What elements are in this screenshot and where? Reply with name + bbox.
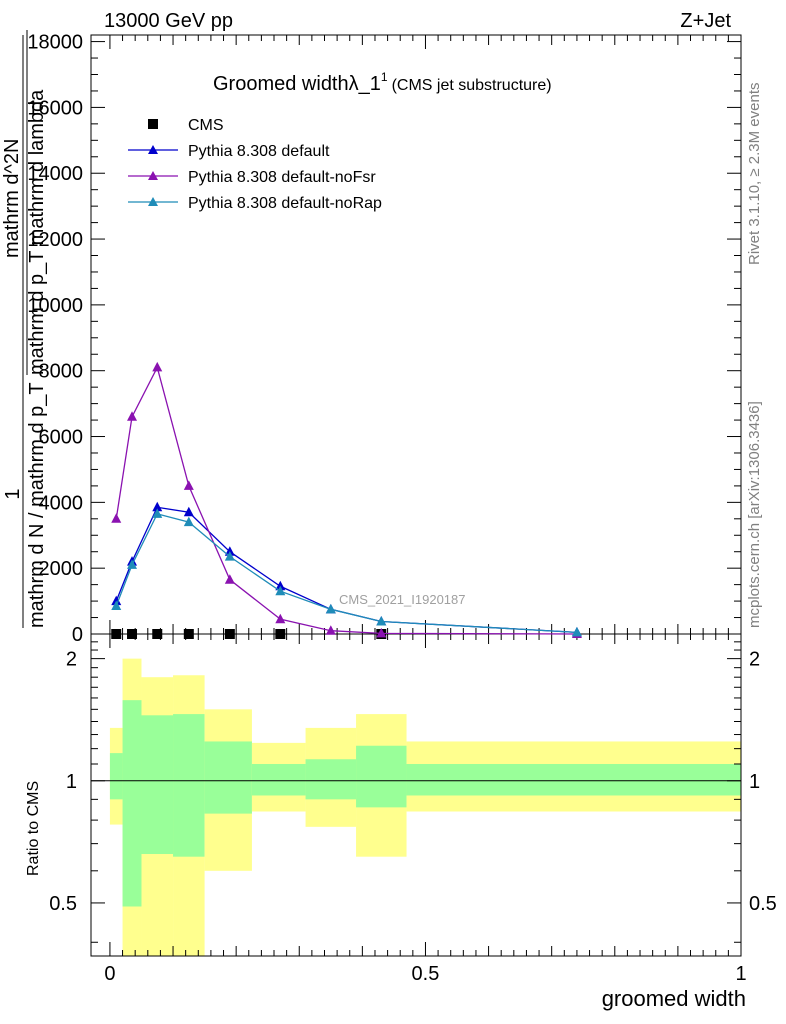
series-2-point-6: [325, 625, 336, 635]
y-label-one: 1: [2, 488, 24, 499]
series-2-point-0: [111, 513, 122, 523]
main-y-tick-label: 8000: [39, 361, 84, 383]
mcplots-label: mcplots.cern.ch [arXiv:1306.3436]: [746, 401, 763, 628]
cms-point-5: [275, 629, 286, 639]
legend-label-cms: CMS: [188, 117, 224, 134]
green-band-0: [109, 753, 123, 800]
main-y-tick-label: 4000: [39, 492, 84, 514]
ratio-y-tick-label-right: 2: [749, 649, 760, 671]
main-y-tick-label: 0: [72, 624, 83, 646]
series-1-point-0: [111, 595, 122, 606]
rivet-label: Rivet 3.1.10, ≥ 2.3M events: [746, 83, 763, 266]
y-label-frac-denominator: mathrm d p_T mathrm d lambda: [26, 89, 48, 375]
legend-marker-cms: [148, 119, 158, 129]
ratio-y-tick-label-left: 2: [66, 649, 77, 671]
series-2-point-3: [183, 480, 194, 490]
legend-label-norap: Pythia 8.308 default-noRap: [188, 195, 382, 212]
series-3-point-2: [152, 508, 163, 518]
x-tick-label: 0.5: [412, 963, 440, 985]
legend-marker-norap: [148, 197, 158, 206]
series-3-point-0: [111, 600, 122, 611]
cms-point-4: [224, 629, 235, 639]
x-tick-label: 1: [735, 963, 746, 985]
series-2-point-5: [275, 613, 286, 624]
cms-point-2: [152, 629, 163, 639]
green-band-5: [251, 763, 306, 796]
cms-point-0: [111, 629, 122, 639]
series-3-point-6: [325, 603, 336, 614]
series-1-point-5: [275, 580, 286, 591]
header-energy: 13000 GeV pp: [104, 10, 233, 32]
ratio-bands: [109, 658, 741, 956]
series-1-point-4: [224, 546, 235, 556]
series-1-point-2: [152, 501, 163, 512]
main-y-tick-label: 16000: [27, 97, 83, 119]
series-group: [111, 361, 582, 639]
ratio-y-tick-label-right: 0.5: [749, 893, 777, 915]
tick-labels: 0 2000 4000 6000 8000 10000 12000 14000 16000 180…: [27, 32, 776, 985]
series-line-3: [115, 513, 577, 634]
main-y-tick-label: 14000: [27, 163, 83, 185]
legend-label-default: Pythia 8.308 default: [188, 143, 330, 160]
main-y-label: 1 mathrm d N / mathrm d p_T mathrm d^2N …: [1, 30, 48, 628]
green-band-1: [122, 700, 142, 907]
series-2-point-4: [224, 574, 235, 584]
series-1-point-3: [183, 506, 194, 517]
analysis-label: CMS_2021_I1920187: [339, 592, 466, 607]
header-process: Z+Jet: [680, 10, 731, 32]
legend-marker-default: [148, 145, 158, 154]
main-y-tick-label: 18000: [27, 32, 83, 54]
main-y-tick-label: 12000: [27, 229, 83, 251]
series-3-point-4: [224, 551, 235, 561]
series-2-point-7: [376, 627, 387, 638]
green-band-4: [204, 741, 252, 814]
chart-title-main: Groomed widthλ_1: [213, 73, 381, 95]
series-2-point-1: [127, 411, 138, 421]
ratio-y-ticks: [91, 641, 741, 943]
green-band-2: [141, 715, 174, 855]
main-y-ticks: [91, 41, 741, 635]
ratio-y-tick-label-right: 1: [749, 771, 760, 793]
series-3-point-8: [571, 626, 582, 637]
legend: CMS Pythia 8.308 default Pythia 8.308 de…: [128, 117, 382, 212]
ratio-y-tick-label-left: 1: [66, 771, 77, 793]
legend-label-nofsr: Pythia 8.308 default-noFsr: [188, 169, 376, 186]
series-2-point-2: [152, 361, 163, 372]
chart-title-sup: 1: [381, 70, 388, 84]
main-y-tick-label: 6000: [39, 427, 84, 449]
chart-title: Groomed widthλ_11 (CMS jet substructure): [213, 70, 552, 95]
cms-point-1: [127, 629, 138, 639]
x-axis-label: groomed width: [602, 986, 746, 1011]
green-band-3: [173, 714, 205, 857]
ratio-y-label: Ratio to CMS: [25, 781, 42, 876]
series-3-point-1: [127, 559, 138, 569]
green-band-6: [305, 759, 357, 800]
y-label-frac-numerator: mathrm d^2N: [1, 139, 23, 258]
series-3-point-3: [183, 516, 194, 527]
main-y-tick-label: 2000: [39, 558, 84, 580]
y-label-denominator: mathrm d N / mathrm d p_T: [26, 382, 48, 628]
green-band-7: [356, 745, 407, 808]
green-band-8: [406, 763, 741, 796]
series-3-point-7: [376, 615, 387, 626]
legend-marker-nofsr: [148, 171, 158, 180]
cms-point-3: [183, 629, 194, 639]
series-3-point-5: [275, 585, 286, 596]
chart-title-sub: (CMS jet substructure): [392, 77, 552, 94]
main-y-tick-label: 10000: [27, 295, 83, 317]
ratio-y-tick-label-left: 0.5: [49, 893, 77, 915]
x-tick-label: 0: [104, 963, 115, 985]
